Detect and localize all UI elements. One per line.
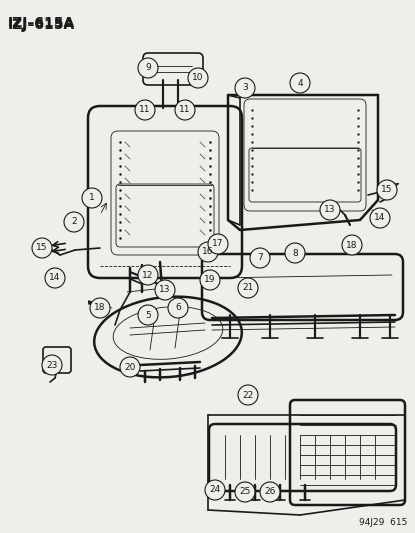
Circle shape [235, 482, 255, 502]
Text: 5: 5 [145, 311, 151, 319]
Text: 12: 12 [142, 271, 154, 279]
Text: IZJ–615A: IZJ–615A [8, 18, 75, 32]
Circle shape [120, 357, 140, 377]
Circle shape [135, 100, 155, 120]
Circle shape [342, 235, 362, 255]
Text: 13: 13 [159, 286, 171, 295]
Text: 24: 24 [210, 486, 221, 495]
Text: 23: 23 [46, 360, 58, 369]
Circle shape [90, 298, 110, 318]
Circle shape [175, 100, 195, 120]
Text: 94J29  615: 94J29 615 [359, 518, 407, 527]
Text: 20: 20 [124, 362, 136, 372]
Circle shape [238, 278, 258, 298]
Circle shape [200, 270, 220, 290]
Circle shape [250, 248, 270, 268]
Circle shape [42, 355, 62, 375]
Text: 26: 26 [264, 488, 276, 497]
Text: 17: 17 [212, 239, 224, 248]
Text: 2: 2 [71, 217, 77, 227]
Text: 15: 15 [36, 244, 48, 253]
Circle shape [82, 188, 102, 208]
Text: 1: 1 [89, 193, 95, 203]
Text: 9: 9 [145, 63, 151, 72]
Text: 22: 22 [242, 391, 254, 400]
Circle shape [32, 238, 52, 258]
Circle shape [205, 480, 225, 500]
Circle shape [138, 305, 158, 325]
Text: IZJ–615A: IZJ–615A [8, 16, 75, 30]
Text: 15: 15 [381, 185, 393, 195]
Circle shape [377, 180, 397, 200]
Circle shape [370, 208, 390, 228]
Text: 10: 10 [192, 74, 204, 83]
Text: 7: 7 [257, 254, 263, 262]
Text: 18: 18 [94, 303, 106, 312]
Text: 11: 11 [139, 106, 151, 115]
Text: 16: 16 [202, 247, 214, 256]
Circle shape [198, 242, 218, 262]
Circle shape [208, 234, 228, 254]
Text: 19: 19 [204, 276, 216, 285]
Circle shape [320, 200, 340, 220]
Circle shape [260, 482, 280, 502]
Text: 13: 13 [324, 206, 336, 214]
Text: 14: 14 [49, 273, 61, 282]
Circle shape [64, 212, 84, 232]
Text: 11: 11 [179, 106, 191, 115]
Circle shape [188, 68, 208, 88]
Text: 8: 8 [292, 248, 298, 257]
Circle shape [290, 73, 310, 93]
Circle shape [168, 298, 188, 318]
Text: 6: 6 [175, 303, 181, 312]
Circle shape [285, 243, 305, 263]
Text: 18: 18 [346, 240, 358, 249]
Text: 21: 21 [242, 284, 254, 293]
Text: 14: 14 [374, 214, 386, 222]
Text: 3: 3 [242, 84, 248, 93]
Circle shape [45, 268, 65, 288]
Text: 4: 4 [297, 78, 303, 87]
Circle shape [138, 265, 158, 285]
Circle shape [235, 78, 255, 98]
Circle shape [238, 385, 258, 405]
Text: 25: 25 [239, 488, 251, 497]
Circle shape [155, 280, 175, 300]
Circle shape [138, 58, 158, 78]
